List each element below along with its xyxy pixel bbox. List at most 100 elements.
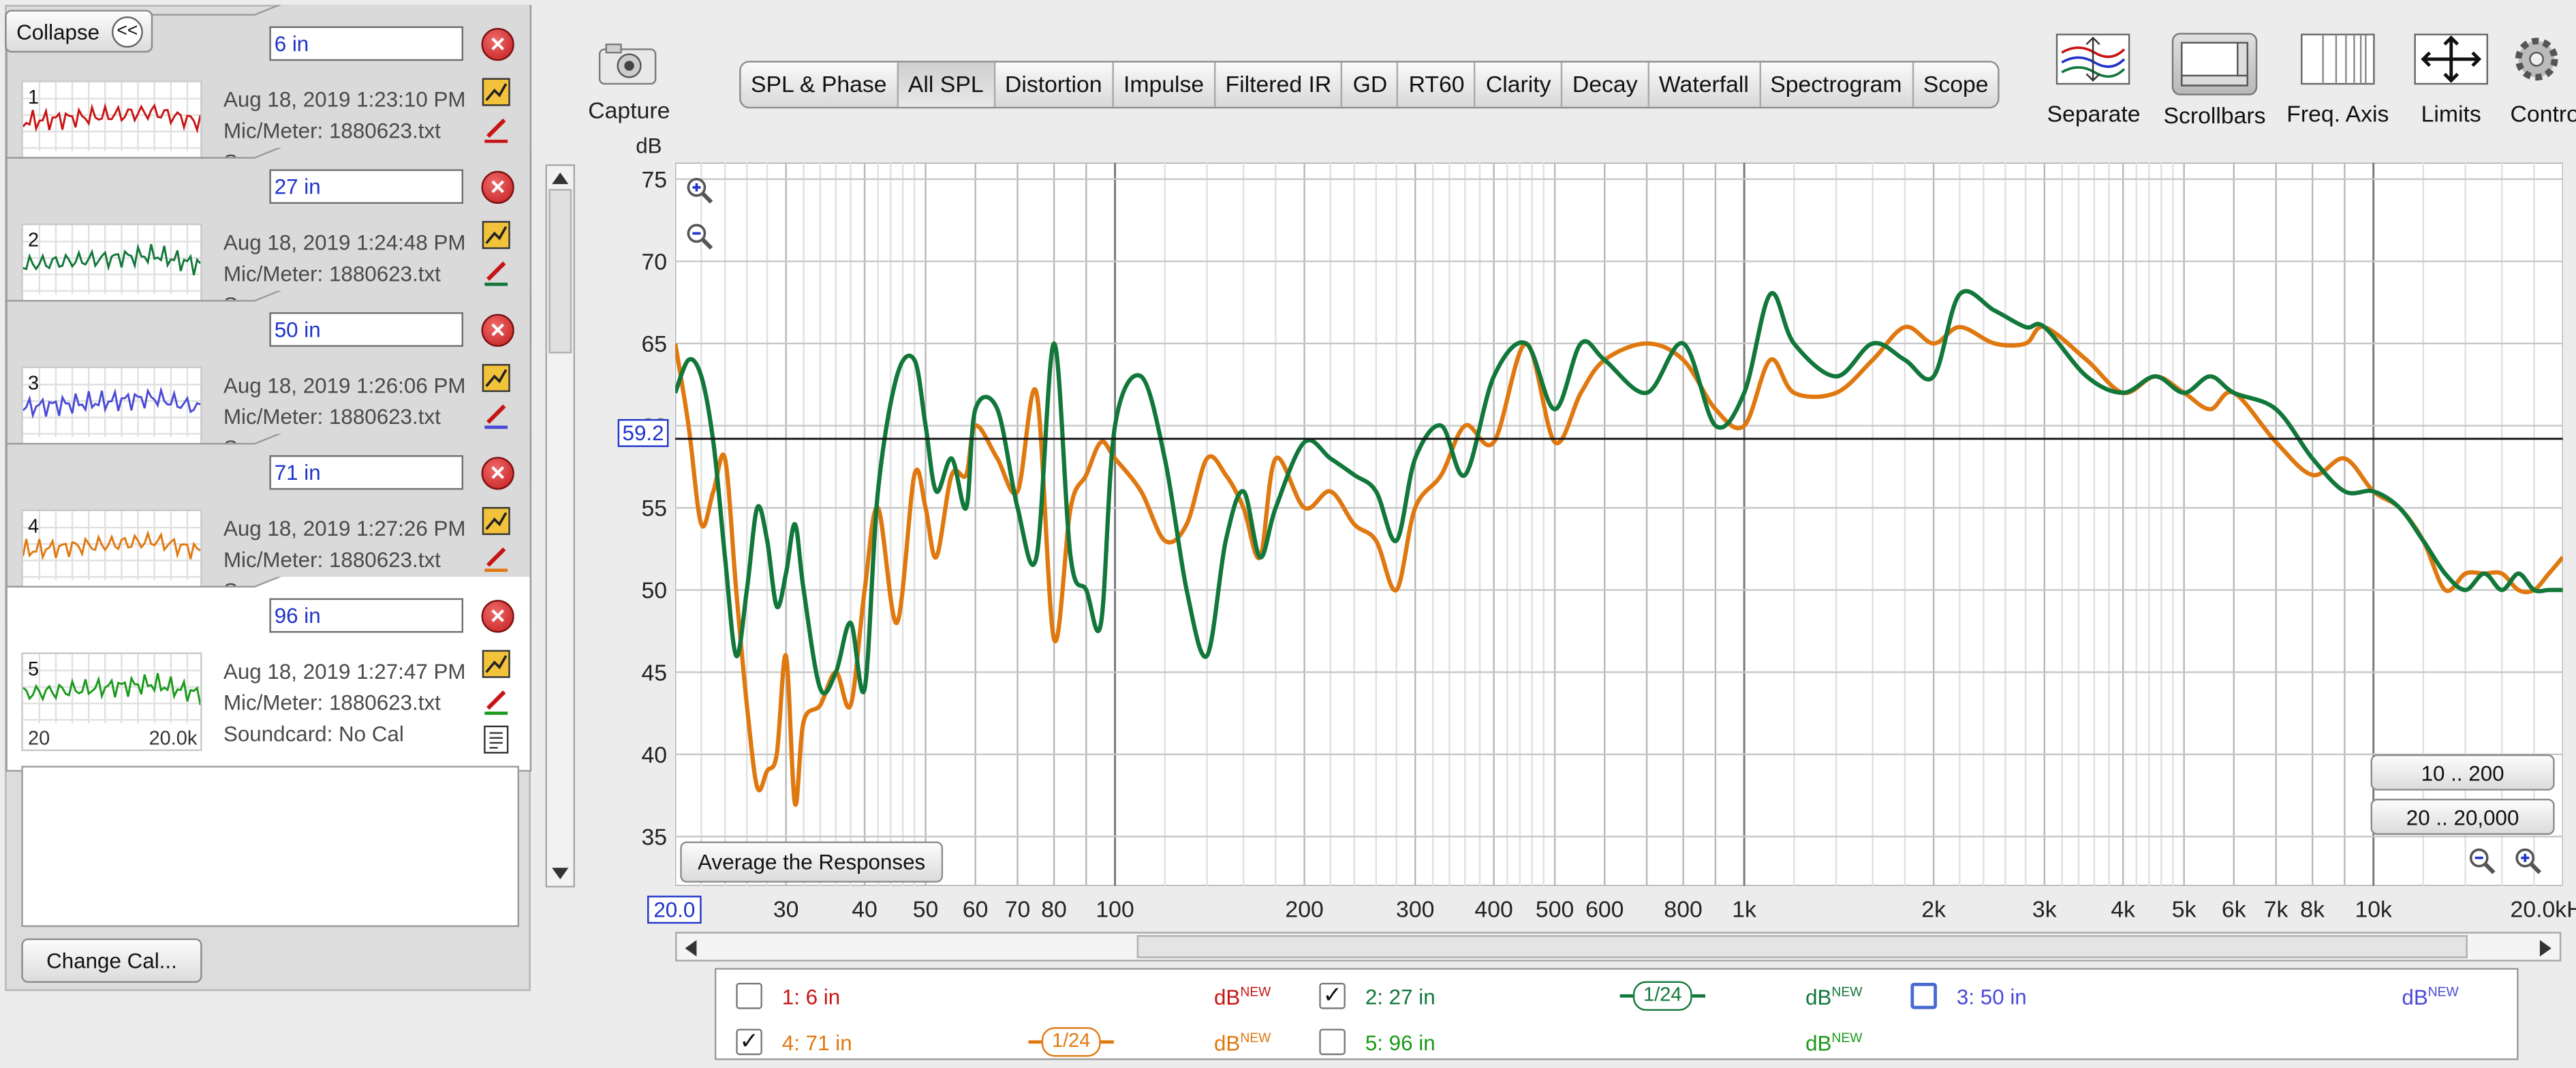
y-tick-label: 55 (641, 494, 668, 521)
scroll-up-arrow-icon[interactable] (552, 172, 569, 185)
x-tick-label: 80 (1041, 896, 1067, 922)
thumbnail-graph (22, 368, 201, 438)
legend-checkbox[interactable] (1319, 1028, 1346, 1056)
color-pen-icon[interactable] (482, 686, 511, 715)
hscroll-thumb[interactable] (1136, 935, 2468, 958)
legend-checkbox[interactable] (1910, 982, 1937, 1009)
remove-measurement-icon[interactable]: ✕ (481, 457, 514, 490)
x-tick-label: 600 (1585, 896, 1624, 922)
measurement-info-icon[interactable] (482, 506, 511, 536)
measurement-name-field[interactable]: 96 in (269, 598, 464, 633)
tab-distortion[interactable]: Distortion (995, 62, 1114, 107)
remove-measurement-icon[interactable]: ✕ (481, 314, 514, 347)
separate-icon (2055, 33, 2130, 85)
x-tick-label: 200 (1285, 896, 1324, 922)
measurement-info-icon[interactable] (482, 363, 511, 393)
hscroll-left-arrow-icon[interactable] (685, 940, 697, 957)
measurement-mic: Mic/Meter: 1880623.txt (223, 261, 441, 286)
scrollbars-label: Scrollbars (2163, 102, 2266, 129)
tab-spl-phase[interactable]: SPL & Phase (741, 62, 899, 107)
limits-button[interactable]: Limits (2408, 33, 2494, 127)
limits-icon (2414, 33, 2488, 85)
measurement-name-field[interactable]: 6 in (269, 26, 464, 61)
y-tick-label: 45 (641, 658, 668, 686)
legend-unit-text: dB (1805, 1031, 1832, 1056)
legend-checkbox[interactable]: ✓ (1319, 982, 1346, 1009)
remove-measurement-icon[interactable]: ✕ (481, 27, 514, 61)
tab-impulse[interactable]: Impulse (1113, 62, 1216, 107)
capture-button[interactable]: Capture (580, 40, 679, 125)
controls-button[interactable]: Contro (2511, 33, 2576, 127)
zoom-in-x-icon[interactable] (2513, 846, 2543, 876)
tab-all-spl[interactable]: All SPL (898, 62, 995, 107)
tab-scope[interactable]: Scope (1923, 70, 1989, 97)
measurement-info-icon[interactable] (482, 649, 511, 678)
smoothing-badge[interactable]: 1/24 (1028, 1027, 1114, 1057)
tab-spectrogram[interactable]: Spectrogram (1760, 62, 1914, 107)
separate-button[interactable]: Separate (2047, 33, 2141, 127)
color-pen-icon[interactable] (482, 113, 511, 143)
y-tick-label: 50 (641, 577, 668, 603)
range-20-20000-button[interactable]: 20 .. 20,000 (2370, 798, 2555, 835)
measurement-info-icon[interactable] (482, 77, 511, 106)
freq-axis-icon (2301, 33, 2375, 85)
average-responses-button[interactable]: Average the Responses (680, 841, 944, 883)
spl-plot-area[interactable] (675, 162, 2563, 886)
remove-measurement-icon[interactable]: ✕ (481, 170, 514, 204)
measurement-thumbnail[interactable]: 5 20 20.0k (21, 652, 202, 751)
tab-gd[interactable]: GD (1343, 62, 1399, 107)
legend-unit[interactable]: dBNEW (2402, 984, 2458, 1009)
scrollbars-button[interactable]: Scrollbars (2162, 33, 2267, 128)
hscroll-right-arrow-icon[interactable] (2539, 940, 2551, 957)
measurement-name-field[interactable]: 71 in (269, 455, 464, 490)
capture-label: Capture (588, 97, 670, 123)
x-tick-label: 6k (2221, 896, 2246, 922)
measurement-info-icon[interactable] (482, 220, 511, 249)
tab-filtered-ir[interactable]: Filtered IR (1215, 62, 1344, 107)
freq-axis-button[interactable]: Freq. Axis (2284, 33, 2392, 127)
tab-decay[interactable]: Decay (1562, 62, 1649, 107)
thumbnail-number: 2 (27, 228, 40, 251)
y-tick-label: 40 (641, 741, 668, 768)
legend-unit[interactable]: dBNEW (1805, 984, 1862, 1009)
notes-icon[interactable] (482, 724, 511, 754)
y-unit-label: dB (636, 133, 662, 158)
x-tick-label: 2k (1921, 896, 1946, 922)
legend-new-badge: NEW (1240, 1030, 1271, 1046)
x-tick-label: 500 (1535, 896, 1574, 922)
legend-unit[interactable]: dBNEW (1805, 1031, 1862, 1056)
legend-label: 5: 96 in (1365, 1030, 1436, 1056)
tab-clarity[interactable]: Clarity (1476, 62, 1563, 107)
color-pen-icon[interactable] (482, 399, 511, 429)
tab-rt60[interactable]: RT60 (1399, 62, 1476, 107)
smoothing-badge[interactable]: 1/24 (1619, 981, 1705, 1011)
measurement-date: Aug 18, 2019 1:27:47 PM (223, 658, 466, 684)
x-tick-label: 8k (2300, 896, 2325, 922)
measurement-item[interactable]: 96 in ✕ 5 20 20.0k Aug 18, 2019 1:27:47 … (5, 577, 532, 772)
zoom-out-x-icon[interactable] (2468, 846, 2497, 876)
scroll-thumb[interactable] (548, 189, 572, 354)
tab-waterfall[interactable]: Waterfall (1649, 62, 1760, 107)
graph-hscrollbar[interactable] (675, 932, 2562, 962)
remove-measurement-icon[interactable]: ✕ (481, 600, 514, 633)
legend-unit[interactable]: dBNEW (1214, 984, 1271, 1009)
measurement-name-field[interactable]: 50 in (269, 312, 464, 347)
color-pen-icon[interactable] (482, 543, 511, 573)
notes-area[interactable] (21, 765, 519, 928)
change-cal-button[interactable]: Change Cal... (21, 938, 202, 983)
legend-checkbox[interactable] (736, 982, 762, 1009)
zoom-in-y-icon[interactable] (685, 176, 715, 205)
range-10-200-button[interactable]: 10 .. 200 (2370, 754, 2555, 791)
measurement-date: Aug 18, 2019 1:23:10 PM (223, 87, 466, 112)
y-tick-label: 70 (641, 248, 668, 275)
zoom-out-y-icon[interactable] (685, 222, 715, 251)
collapse-button[interactable]: Collapse << (5, 10, 153, 53)
panel-scrollbar[interactable] (545, 164, 575, 888)
color-pen-icon[interactable] (482, 256, 511, 286)
measurement-name-field[interactable]: 27 in (269, 169, 464, 204)
scroll-down-arrow-icon[interactable] (552, 868, 569, 880)
graph-tabs: SPL & Phase All SPL Distortion Impulse Filte… (739, 61, 2000, 109)
legend-checkbox[interactable]: ✓ (736, 1028, 762, 1056)
x-start-label[interactable]: 20.0 (647, 896, 702, 924)
legend-unit[interactable]: dBNEW (1214, 1031, 1271, 1056)
